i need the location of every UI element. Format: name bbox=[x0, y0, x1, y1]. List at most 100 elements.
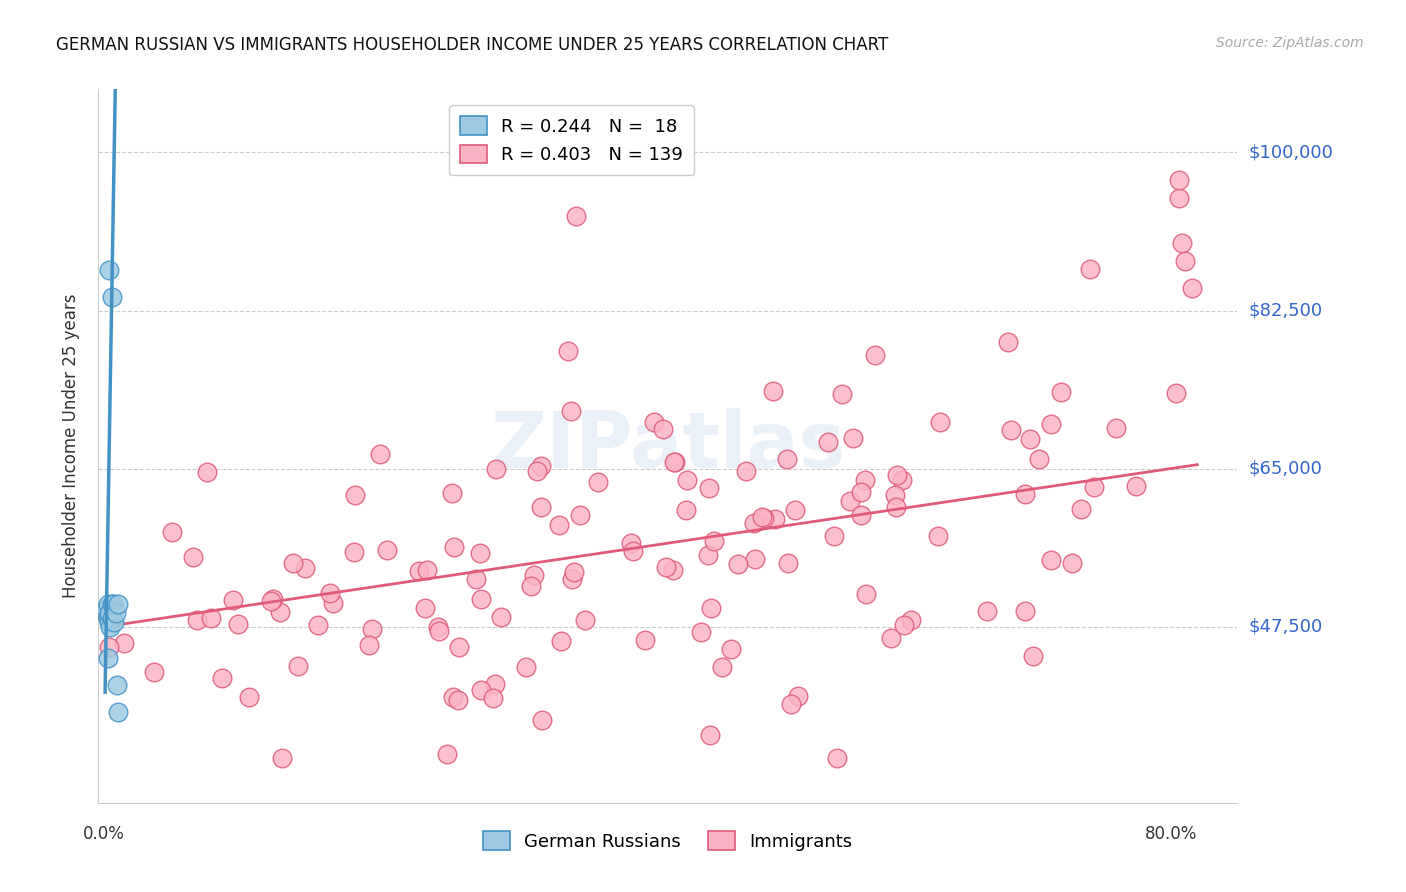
Point bbox=[884, 500, 907, 515]
Point bbox=[720, 642, 742, 657]
Point bbox=[343, 544, 366, 558]
Point bbox=[260, 593, 283, 607]
Point bbox=[776, 451, 799, 466]
Point bbox=[900, 613, 922, 627]
Point bbox=[221, 592, 243, 607]
Point bbox=[98, 615, 121, 629]
Point bbox=[697, 481, 720, 495]
Point bbox=[1174, 253, 1197, 268]
Point bbox=[440, 486, 463, 500]
Point bbox=[568, 508, 591, 523]
Point bbox=[470, 591, 492, 606]
Point bbox=[634, 632, 657, 647]
Point bbox=[1000, 423, 1022, 437]
Point bbox=[377, 543, 399, 558]
Point bbox=[1168, 191, 1191, 205]
Point bbox=[100, 610, 122, 624]
Point bbox=[485, 462, 508, 476]
Point bbox=[675, 473, 697, 487]
Point bbox=[226, 616, 249, 631]
Point bbox=[1018, 433, 1040, 447]
Point bbox=[1028, 451, 1050, 466]
Point bbox=[160, 524, 183, 539]
Point bbox=[361, 622, 384, 636]
Text: $82,500: $82,500 bbox=[1249, 301, 1323, 319]
Point bbox=[262, 591, 284, 606]
Point bbox=[195, 466, 218, 480]
Point bbox=[711, 659, 734, 673]
Point bbox=[447, 640, 470, 654]
Point bbox=[787, 690, 810, 704]
Point bbox=[281, 557, 304, 571]
Point bbox=[1050, 385, 1073, 400]
Point bbox=[886, 468, 908, 483]
Text: 0.0%: 0.0% bbox=[83, 825, 125, 843]
Legend: German Russians, Immigrants: German Russians, Immigrants bbox=[475, 824, 860, 858]
Point bbox=[928, 416, 950, 430]
Point bbox=[1040, 552, 1063, 566]
Point bbox=[368, 447, 391, 461]
Point bbox=[849, 484, 872, 499]
Point bbox=[883, 488, 905, 502]
Point bbox=[344, 488, 367, 502]
Point bbox=[762, 384, 785, 399]
Point bbox=[690, 625, 713, 640]
Point bbox=[100, 290, 122, 304]
Text: $47,500: $47,500 bbox=[1249, 617, 1323, 636]
Text: ZIPatlas: ZIPatlas bbox=[491, 408, 845, 484]
Point bbox=[97, 610, 120, 624]
Point bbox=[817, 435, 839, 450]
Point bbox=[664, 455, 686, 469]
Point bbox=[101, 597, 124, 611]
Text: Source: ZipAtlas.com: Source: ZipAtlas.com bbox=[1216, 36, 1364, 50]
Point bbox=[530, 500, 553, 515]
Point bbox=[548, 518, 571, 533]
Point bbox=[927, 529, 949, 543]
Point bbox=[470, 683, 492, 698]
Point bbox=[1062, 556, 1084, 570]
Point bbox=[842, 431, 865, 445]
Point bbox=[734, 464, 756, 478]
Point bbox=[515, 660, 537, 674]
Point bbox=[1078, 261, 1101, 276]
Point bbox=[98, 640, 121, 654]
Point bbox=[97, 597, 120, 611]
Point bbox=[662, 455, 685, 469]
Point bbox=[307, 618, 329, 632]
Point bbox=[186, 613, 208, 627]
Point bbox=[470, 546, 492, 560]
Point bbox=[100, 620, 122, 634]
Point bbox=[586, 475, 609, 490]
Point bbox=[104, 606, 127, 620]
Point bbox=[655, 560, 678, 574]
Point bbox=[851, 508, 873, 523]
Point bbox=[744, 552, 766, 566]
Point bbox=[565, 209, 588, 223]
Point bbox=[484, 677, 506, 691]
Point bbox=[443, 541, 465, 555]
Point bbox=[97, 651, 120, 665]
Point bbox=[1014, 604, 1036, 618]
Point bbox=[880, 631, 903, 645]
Point bbox=[727, 557, 749, 571]
Point bbox=[436, 747, 458, 761]
Point bbox=[1166, 386, 1188, 401]
Point bbox=[825, 750, 848, 764]
Point bbox=[447, 693, 470, 707]
Point bbox=[997, 334, 1019, 349]
Point bbox=[1070, 502, 1092, 516]
Point bbox=[703, 534, 725, 549]
Point bbox=[181, 549, 204, 564]
Point bbox=[893, 617, 915, 632]
Point bbox=[98, 263, 121, 277]
Point bbox=[557, 343, 579, 358]
Point bbox=[441, 690, 464, 705]
Point bbox=[1181, 281, 1204, 295]
Point bbox=[359, 638, 381, 652]
Point bbox=[754, 511, 776, 525]
Point bbox=[831, 387, 853, 401]
Point bbox=[976, 604, 998, 618]
Text: 80.0%: 80.0% bbox=[1144, 825, 1197, 843]
Point bbox=[675, 503, 697, 517]
Point bbox=[1014, 487, 1036, 501]
